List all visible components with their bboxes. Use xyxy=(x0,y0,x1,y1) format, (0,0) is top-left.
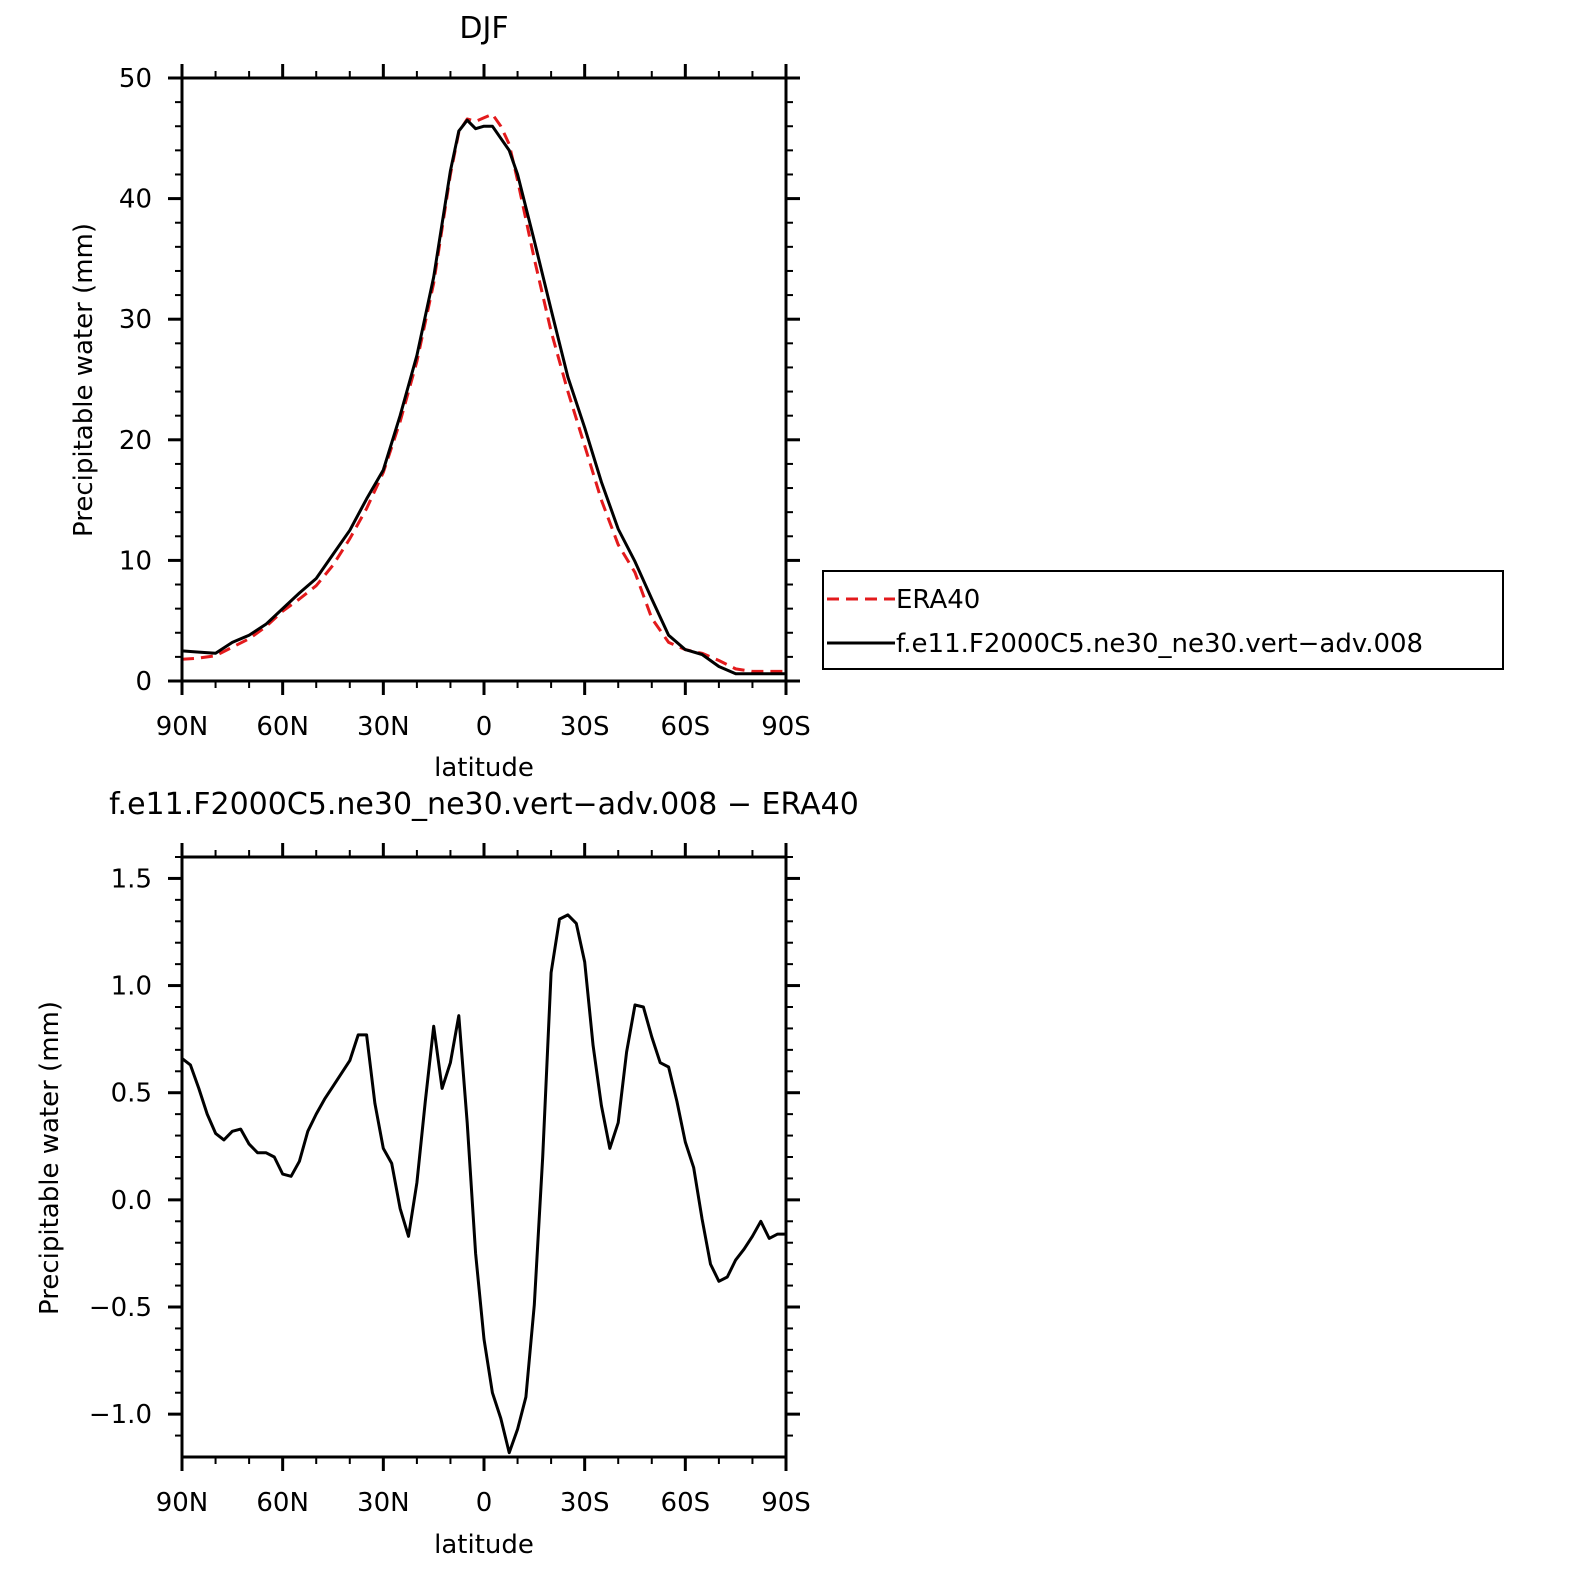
bottom-series-line-difference xyxy=(181,913,786,1455)
bottom-x-tick-label: 60S xyxy=(661,1488,711,1518)
bottom-axes: −1.0 −0.5 0.0 0.5 1.0 1.5 90N 60N 30N 0 30S 60S 90S xyxy=(89,843,811,1518)
top-series-lines xyxy=(181,112,786,676)
top-series-line-model xyxy=(181,118,786,676)
top-y-tick-label: 40 xyxy=(119,185,152,215)
top-x-tick-label: 60N xyxy=(256,712,309,742)
bottom-y-tick-label: 0.0 xyxy=(111,1186,152,1216)
legend-label-era40: ERA40 xyxy=(896,585,980,615)
bottom-y-tick-label: 1.0 xyxy=(111,972,152,1002)
bottom-y-axis-title: Precipitable water (mm) xyxy=(35,1001,65,1315)
top-y-tick-label: 0 xyxy=(135,667,152,697)
top-y-tick-label: 30 xyxy=(119,305,152,335)
bottom-x-tick-label: 30S xyxy=(560,1488,610,1518)
bottom-panel: f.e11.F2000C5.ne30_ne30.vert−adv.008 − E… xyxy=(35,787,859,1560)
legend-box xyxy=(822,570,1504,670)
bottom-y-tick-label: 0.5 xyxy=(111,1079,152,1109)
top-x-tick-label: 90S xyxy=(761,712,811,742)
top-axes: 0 10 20 30 40 50 90N 60N 30N 0 30S 60S 90S xyxy=(119,64,811,742)
bottom-x-tick-label: 90N xyxy=(156,1488,209,1518)
legend: ERA40 f.e11.F2000C5.ne30_ne30.vert−adv.0… xyxy=(822,570,1504,670)
bottom-x-tick-label: 90S xyxy=(761,1488,811,1518)
top-plot-frame xyxy=(180,76,788,683)
bottom-panel-title: f.e11.F2000C5.ne30_ne30.vert−adv.008 − E… xyxy=(109,787,859,822)
bottom-x-tick-label: 0 xyxy=(476,1488,493,1518)
bottom-x-axis-title: latitude xyxy=(434,1530,534,1560)
bottom-y-tick-label: −0.5 xyxy=(89,1293,152,1323)
top-y-axis-title: Precipitable water (mm) xyxy=(69,223,99,537)
legend-label-model: f.e11.F2000C5.ne30_ne30.vert−adv.008 xyxy=(896,629,1423,659)
top-x-tick-label: 60S xyxy=(661,712,711,742)
top-y-tick-label: 20 xyxy=(119,426,152,456)
top-series-line-era40 xyxy=(181,112,786,673)
top-y-tick-label: 50 xyxy=(119,64,152,94)
top-x-axis-title: latitude xyxy=(434,753,534,783)
top-panel-title: DJF xyxy=(459,11,508,46)
top-x-tick-label: 30S xyxy=(560,712,610,742)
bottom-plot-frame xyxy=(180,855,788,1459)
top-y-tick-label: 10 xyxy=(119,546,152,576)
top-panel: DJF 0 10 20 30 40 50 90N 60N 30N 0 30S 60S 90S latit… xyxy=(69,11,1504,783)
bottom-y-tick-label: −1.0 xyxy=(89,1400,152,1430)
top-x-tick-label: 30N xyxy=(357,712,410,742)
bottom-series-lines xyxy=(181,913,786,1455)
top-x-tick-label: 0 xyxy=(476,712,493,742)
top-x-tick-label: 90N xyxy=(156,712,209,742)
bottom-y-tick-label: 1.5 xyxy=(111,864,152,894)
bottom-x-tick-label: 60N xyxy=(256,1488,309,1518)
bottom-x-tick-label: 30N xyxy=(357,1488,410,1518)
